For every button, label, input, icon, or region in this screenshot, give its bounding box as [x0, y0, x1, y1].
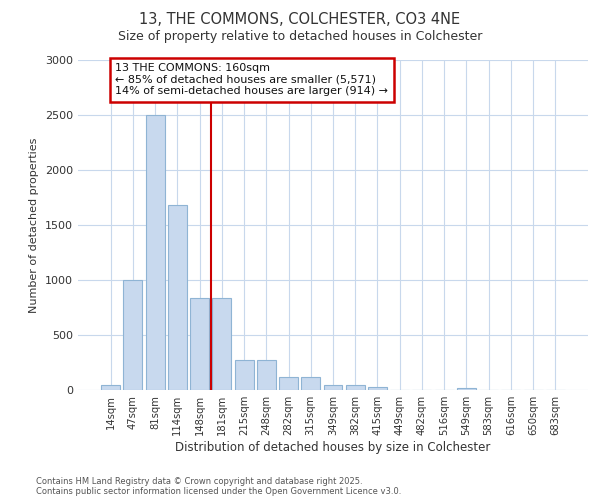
Text: 13, THE COMMONS, COLCHESTER, CO3 4NE: 13, THE COMMONS, COLCHESTER, CO3 4NE: [139, 12, 461, 28]
Bar: [101, 384, 120, 390]
Bar: [124, 280, 142, 390]
Bar: [146, 115, 164, 390]
Text: Size of property relative to detached houses in Colchester: Size of property relative to detached ho…: [118, 30, 482, 43]
Bar: [279, 377, 298, 390]
Bar: [212, 298, 231, 390]
Bar: [323, 384, 343, 390]
Bar: [346, 384, 365, 390]
X-axis label: Distribution of detached houses by size in Colchester: Distribution of detached houses by size …: [175, 441, 491, 454]
Bar: [190, 298, 209, 390]
Bar: [368, 386, 387, 390]
Bar: [257, 360, 276, 390]
Y-axis label: Number of detached properties: Number of detached properties: [29, 138, 40, 312]
Bar: [235, 360, 254, 390]
Bar: [301, 377, 320, 390]
Text: Contains HM Land Registry data © Crown copyright and database right 2025.
Contai: Contains HM Land Registry data © Crown c…: [36, 476, 401, 496]
Bar: [457, 388, 476, 390]
Text: 13 THE COMMONS: 160sqm
← 85% of detached houses are smaller (5,571)
14% of semi-: 13 THE COMMONS: 160sqm ← 85% of detached…: [115, 64, 388, 96]
Bar: [168, 205, 187, 390]
